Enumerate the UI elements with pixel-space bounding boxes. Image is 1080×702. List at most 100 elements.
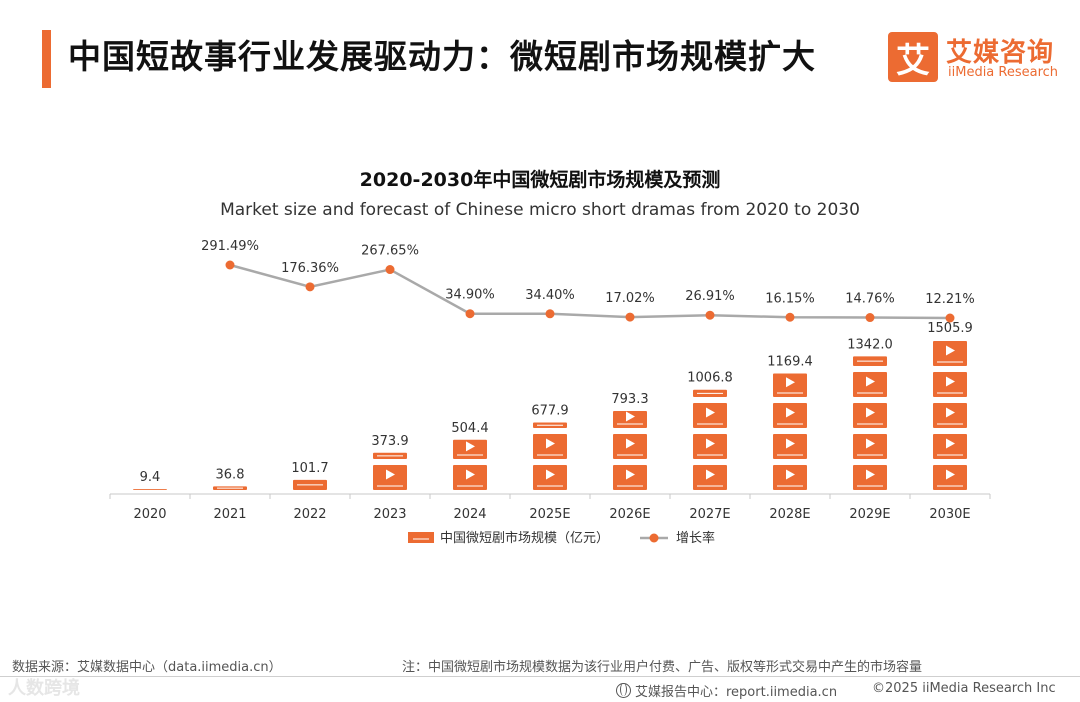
bar-value-label: 101.7 bbox=[291, 461, 328, 476]
growth-point bbox=[225, 260, 235, 270]
growth-line bbox=[229, 263, 951, 320]
growth-point bbox=[545, 309, 555, 319]
x-tick-label: 2023 bbox=[373, 507, 406, 522]
bar bbox=[533, 422, 567, 490]
play-icon bbox=[946, 469, 955, 480]
growth-label: 267.65% bbox=[361, 244, 419, 259]
bar-value-label: 677.9 bbox=[531, 403, 568, 418]
title-accent-bar bbox=[42, 30, 51, 88]
bar-segment bbox=[533, 434, 567, 459]
bar-value-label: 9.4 bbox=[140, 470, 161, 485]
copyright: ©2025 iiMedia Research Inc bbox=[872, 681, 1056, 696]
legend bbox=[408, 532, 668, 543]
growth-label: 16.15% bbox=[765, 291, 815, 306]
bar-value-label: 504.4 bbox=[451, 421, 488, 436]
play-icon bbox=[546, 438, 555, 449]
bar bbox=[933, 341, 967, 490]
growth-label: 14.76% bbox=[845, 292, 895, 307]
bar-segment bbox=[933, 465, 967, 490]
growth-label: 17.02% bbox=[605, 291, 655, 306]
bar-value-label: 1006.8 bbox=[687, 371, 733, 386]
bar-value-label: 1505.9 bbox=[927, 321, 973, 336]
x-tick-label: 2027E bbox=[689, 507, 730, 522]
brand-logo: 艾 艾媒咨询 iiMedia Research bbox=[888, 32, 1068, 82]
bar-segment bbox=[853, 434, 887, 459]
x-tick-label: 2026E bbox=[609, 507, 650, 522]
play-icon bbox=[546, 469, 555, 480]
bar bbox=[773, 373, 807, 490]
bar-segment bbox=[853, 372, 887, 397]
play-icon bbox=[706, 438, 715, 449]
footer-divider bbox=[0, 676, 1080, 677]
play-icon bbox=[466, 469, 475, 480]
logo-mark: 艾 bbox=[888, 32, 938, 82]
bar bbox=[213, 486, 247, 490]
bar-segment bbox=[773, 465, 807, 490]
play-icon bbox=[866, 376, 875, 387]
report-center: 艾媒报告中心：report.iimedia.cn bbox=[616, 681, 837, 700]
bar-value-label: 793.3 bbox=[611, 392, 648, 407]
growth-point bbox=[465, 309, 475, 319]
bar-segment bbox=[773, 403, 807, 428]
x-tick-label: 2030E bbox=[929, 507, 970, 522]
globe-icon bbox=[616, 683, 631, 698]
bar bbox=[373, 452, 407, 490]
bar-segment bbox=[693, 434, 727, 459]
x-tick-label: 2021 bbox=[213, 507, 246, 522]
growth-label: 291.49% bbox=[201, 239, 259, 254]
growth-point bbox=[945, 313, 955, 323]
x-tick-label: 2029E bbox=[849, 507, 890, 522]
play-icon bbox=[466, 441, 475, 452]
bar bbox=[613, 410, 647, 490]
play-icon bbox=[946, 438, 955, 449]
play-icon bbox=[786, 438, 795, 449]
bar-value-label: 36.8 bbox=[216, 467, 245, 482]
bar-segment bbox=[613, 434, 647, 459]
bar-segment bbox=[933, 341, 967, 366]
report-center-text: 艾媒报告中心：report.iimedia.cn bbox=[635, 685, 838, 700]
growth-point bbox=[705, 310, 715, 320]
bar bbox=[853, 356, 887, 490]
growth-label: 12.21% bbox=[925, 292, 975, 307]
legend-bar-label: 中国微短剧市场规模（亿元） bbox=[440, 530, 609, 546]
bar-value-label: 1169.4 bbox=[767, 355, 813, 370]
play-icon bbox=[626, 469, 635, 480]
play-icon bbox=[946, 345, 955, 356]
footnote: 注：中国微短剧市场规模数据为该行业用户付费、广告、版权等形式交易中产生的市场容量 bbox=[402, 660, 923, 675]
play-icon bbox=[786, 377, 795, 388]
bar-segment bbox=[613, 410, 647, 428]
logo-text-cn: 艾媒咨询 bbox=[946, 38, 1055, 68]
bar-segment bbox=[853, 403, 887, 428]
legend-line-marker bbox=[649, 533, 659, 543]
bar-segment bbox=[693, 403, 727, 428]
bar-segment bbox=[773, 434, 807, 459]
logo-text-en: iiMedia Research bbox=[948, 65, 1059, 80]
chart-title: 2020-2030年中国微短剧市场规模及预测 bbox=[359, 169, 721, 191]
bar-value-label: 373.9 bbox=[371, 434, 408, 449]
x-tick-label: 2020 bbox=[133, 507, 166, 522]
bar bbox=[133, 489, 167, 490]
growth-point bbox=[865, 313, 875, 323]
bar-segment bbox=[453, 465, 487, 490]
growth-point bbox=[785, 312, 795, 322]
page-title: 中国短故事行业发展驱动力：微短剧市场规模扩大 bbox=[68, 37, 816, 76]
x-tick-label: 2024 bbox=[453, 507, 486, 522]
bar-segment bbox=[933, 434, 967, 459]
bar bbox=[293, 479, 327, 490]
play-icon bbox=[866, 469, 875, 480]
bar-segment bbox=[533, 465, 567, 490]
play-icon bbox=[946, 407, 955, 418]
bar-segment bbox=[773, 373, 807, 397]
growth-point bbox=[625, 312, 635, 322]
bar-segment bbox=[453, 439, 487, 459]
bar-segment bbox=[853, 465, 887, 490]
bar-segment bbox=[373, 465, 407, 490]
data-source: 数据来源：艾媒数据中心（data.iimedia.cn） bbox=[12, 660, 282, 675]
play-icon bbox=[866, 407, 875, 418]
play-icon bbox=[786, 407, 795, 418]
play-icon bbox=[946, 376, 955, 387]
play-icon bbox=[626, 438, 635, 449]
growth-label: 26.91% bbox=[685, 289, 735, 304]
growth-point bbox=[305, 282, 315, 292]
